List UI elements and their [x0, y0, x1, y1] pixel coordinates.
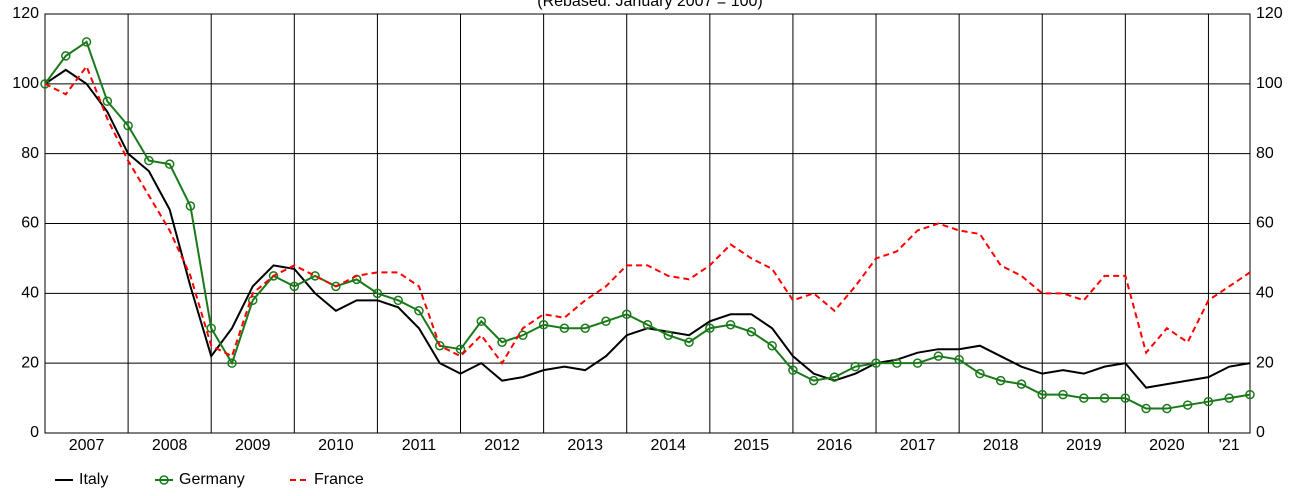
point-marker [434, 340, 445, 351]
point-marker [788, 365, 798, 375]
x-tick-label: 2010 [318, 437, 354, 454]
point-marker [476, 316, 487, 327]
point-marker [393, 295, 403, 306]
legend-label: France [314, 471, 364, 488]
point-marker [227, 358, 237, 368]
point-marker [1099, 393, 1110, 403]
point-marker [497, 337, 507, 347]
point-marker [663, 330, 674, 340]
point-marker [912, 358, 923, 368]
x-tick-label: 2007 [69, 437, 105, 454]
point-marker [1141, 403, 1151, 414]
point-marker [850, 361, 861, 372]
point-marker [933, 351, 944, 361]
point-marker [1182, 400, 1193, 410]
legend-label: Italy [79, 471, 108, 488]
point-marker [995, 375, 1006, 386]
y2-tick-label: 40 [1256, 285, 1274, 302]
point-marker [538, 320, 549, 330]
point-marker [975, 368, 985, 379]
point-marker [642, 320, 653, 330]
y-tick-label: 120 [12, 5, 39, 22]
point-marker [705, 323, 715, 333]
y2-tick-label: 100 [1256, 75, 1283, 92]
y-tick-label: 60 [21, 215, 39, 232]
point-marker [164, 159, 175, 169]
point-marker [268, 271, 279, 281]
point-marker [808, 375, 819, 386]
y-tick-label: 100 [12, 75, 39, 92]
point-marker [102, 96, 113, 107]
y-tick-label: 0 [30, 424, 39, 441]
point-marker [289, 281, 300, 292]
series-line [44, 68, 1251, 389]
series-line [44, 64, 1251, 365]
x-tick-label: 2016 [817, 437, 853, 454]
point-marker [684, 337, 694, 347]
x-tick-label: 2008 [152, 437, 188, 454]
point-marker [455, 344, 466, 354]
legend-marker [159, 475, 169, 485]
point-marker [580, 323, 590, 333]
x-tick-label: 2011 [402, 437, 437, 454]
y2-tick-label: 120 [1256, 5, 1283, 22]
y-tick-label: 80 [21, 145, 39, 162]
x-tick-label: 2017 [900, 437, 936, 454]
point-marker [123, 120, 133, 131]
point-marker [185, 201, 196, 211]
chart-title: (Rebased: January 2007 = 100) [537, 0, 762, 10]
point-marker [1203, 396, 1214, 407]
x-tick-label: 2009 [235, 437, 271, 454]
y2-tick-label: 0 [1256, 424, 1265, 441]
point-marker [414, 306, 424, 316]
point-marker [1037, 389, 1047, 400]
point-marker [1120, 393, 1131, 403]
point-marker [1224, 393, 1234, 403]
point-marker [746, 326, 757, 337]
point-marker [892, 358, 902, 368]
point-marker [871, 358, 881, 368]
point-marker [829, 372, 840, 382]
y2-tick-label: 60 [1256, 215, 1274, 232]
point-marker [725, 320, 736, 330]
point-marker [601, 316, 611, 327]
point-marker [767, 340, 777, 351]
legend-label: Germany [179, 471, 245, 488]
point-marker [1245, 389, 1255, 400]
point-marker [144, 155, 154, 166]
x-tick-label: 2018 [983, 437, 1019, 454]
point-marker [206, 323, 216, 333]
y-tick-label: 20 [21, 354, 39, 371]
plot-frame [44, 13, 1251, 434]
y-tick-label: 40 [21, 285, 39, 302]
x-tick-label: 2012 [484, 437, 520, 454]
series-line [44, 40, 1251, 410]
x-tick-label: '21 [1219, 437, 1240, 454]
point-marker [372, 288, 383, 299]
point-marker [1016, 379, 1027, 389]
point-marker [61, 51, 71, 61]
point-marker [559, 323, 570, 333]
point-marker [1162, 403, 1172, 414]
x-tick-label: 2013 [567, 437, 603, 454]
point-marker [1058, 389, 1068, 400]
point-marker [81, 37, 92, 47]
point-marker [310, 271, 320, 281]
y2-tick-label: 20 [1256, 354, 1274, 371]
point-marker [331, 281, 341, 292]
point-marker [621, 309, 632, 320]
point-marker [954, 354, 964, 365]
point-marker [1079, 393, 1089, 403]
x-tick-label: 2020 [1149, 437, 1185, 454]
x-tick-label: 2019 [1066, 437, 1102, 454]
x-tick-label: 2015 [734, 437, 770, 454]
point-marker [40, 79, 50, 89]
x-tick-label: 2014 [650, 437, 686, 454]
y2-tick-label: 80 [1256, 145, 1274, 162]
